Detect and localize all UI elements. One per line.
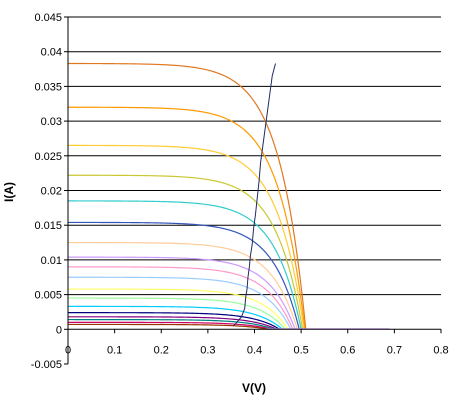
iv-curve-12: [68, 297, 286, 330]
axes: [64, 16, 442, 365]
y-axis-title: I(A): [2, 182, 16, 202]
y-tick-labels: -0.005 0 0.005 0.01 0.015 0.02 0.025 0.03 0.035 0…: [31, 12, 62, 371]
y-tick-label: -0.005: [31, 359, 62, 371]
y-tick-label: 0.015: [34, 220, 62, 232]
iv-curve-10: [68, 276, 292, 330]
iv-curve-15: [68, 316, 278, 330]
gridlines: [68, 16, 441, 296]
mpp-locus-line: [233, 63, 276, 327]
x-tick-label: 0.3: [200, 344, 215, 356]
iv-curve-13: [68, 305, 283, 330]
y-tick-label: 0.01: [41, 255, 62, 267]
iv-curve-9: [68, 266, 294, 330]
x-tick-label: 0.5: [293, 344, 308, 356]
iv-curve-6: [67, 221, 300, 330]
y-tick-label: 0: [56, 324, 62, 336]
x-tick-label: 0.6: [340, 344, 355, 356]
max-power-curve: [233, 63, 276, 327]
iv-curve-3: [68, 144, 305, 330]
iv-curve-7: [68, 241, 298, 330]
iv-curve-8: [67, 256, 296, 330]
y-tick-label: 0.035: [34, 81, 62, 93]
x-tick-label: 0.4: [247, 344, 262, 356]
x-tick-label: 0.1: [107, 344, 122, 356]
x-axis-title: V(V): [242, 381, 266, 395]
y-tick-label: 0.04: [41, 47, 62, 59]
iv-series: [67, 62, 390, 330]
iv-curve-2: [68, 106, 306, 330]
iv-curve-17: [68, 321, 272, 330]
y-tick-label: 0.005: [34, 290, 62, 302]
iv-curve-4: [68, 174, 304, 330]
x-tick-labels: 0 0.1 0.2 0.3 0.4 0.5 0.6 0.7 0.8: [65, 344, 449, 356]
x-tick-label: 0.7: [387, 344, 402, 356]
y-tick-label: 0.03: [41, 116, 62, 128]
y-tick-label: 0.045: [34, 12, 62, 24]
x-tick-label: 0.8: [433, 344, 448, 356]
iv-curve-11: [68, 288, 289, 330]
x-tick-label: 0: [65, 344, 71, 356]
y-tick-label: 0.02: [41, 186, 62, 198]
iv-curve-16: [68, 318, 275, 330]
iv-curve-14: [68, 312, 280, 330]
iv-curve-18: [68, 323, 269, 330]
x-tick-label: 0.2: [154, 344, 169, 356]
iv-curve-5: [68, 200, 302, 330]
y-tick-label: 0.025: [34, 151, 62, 163]
